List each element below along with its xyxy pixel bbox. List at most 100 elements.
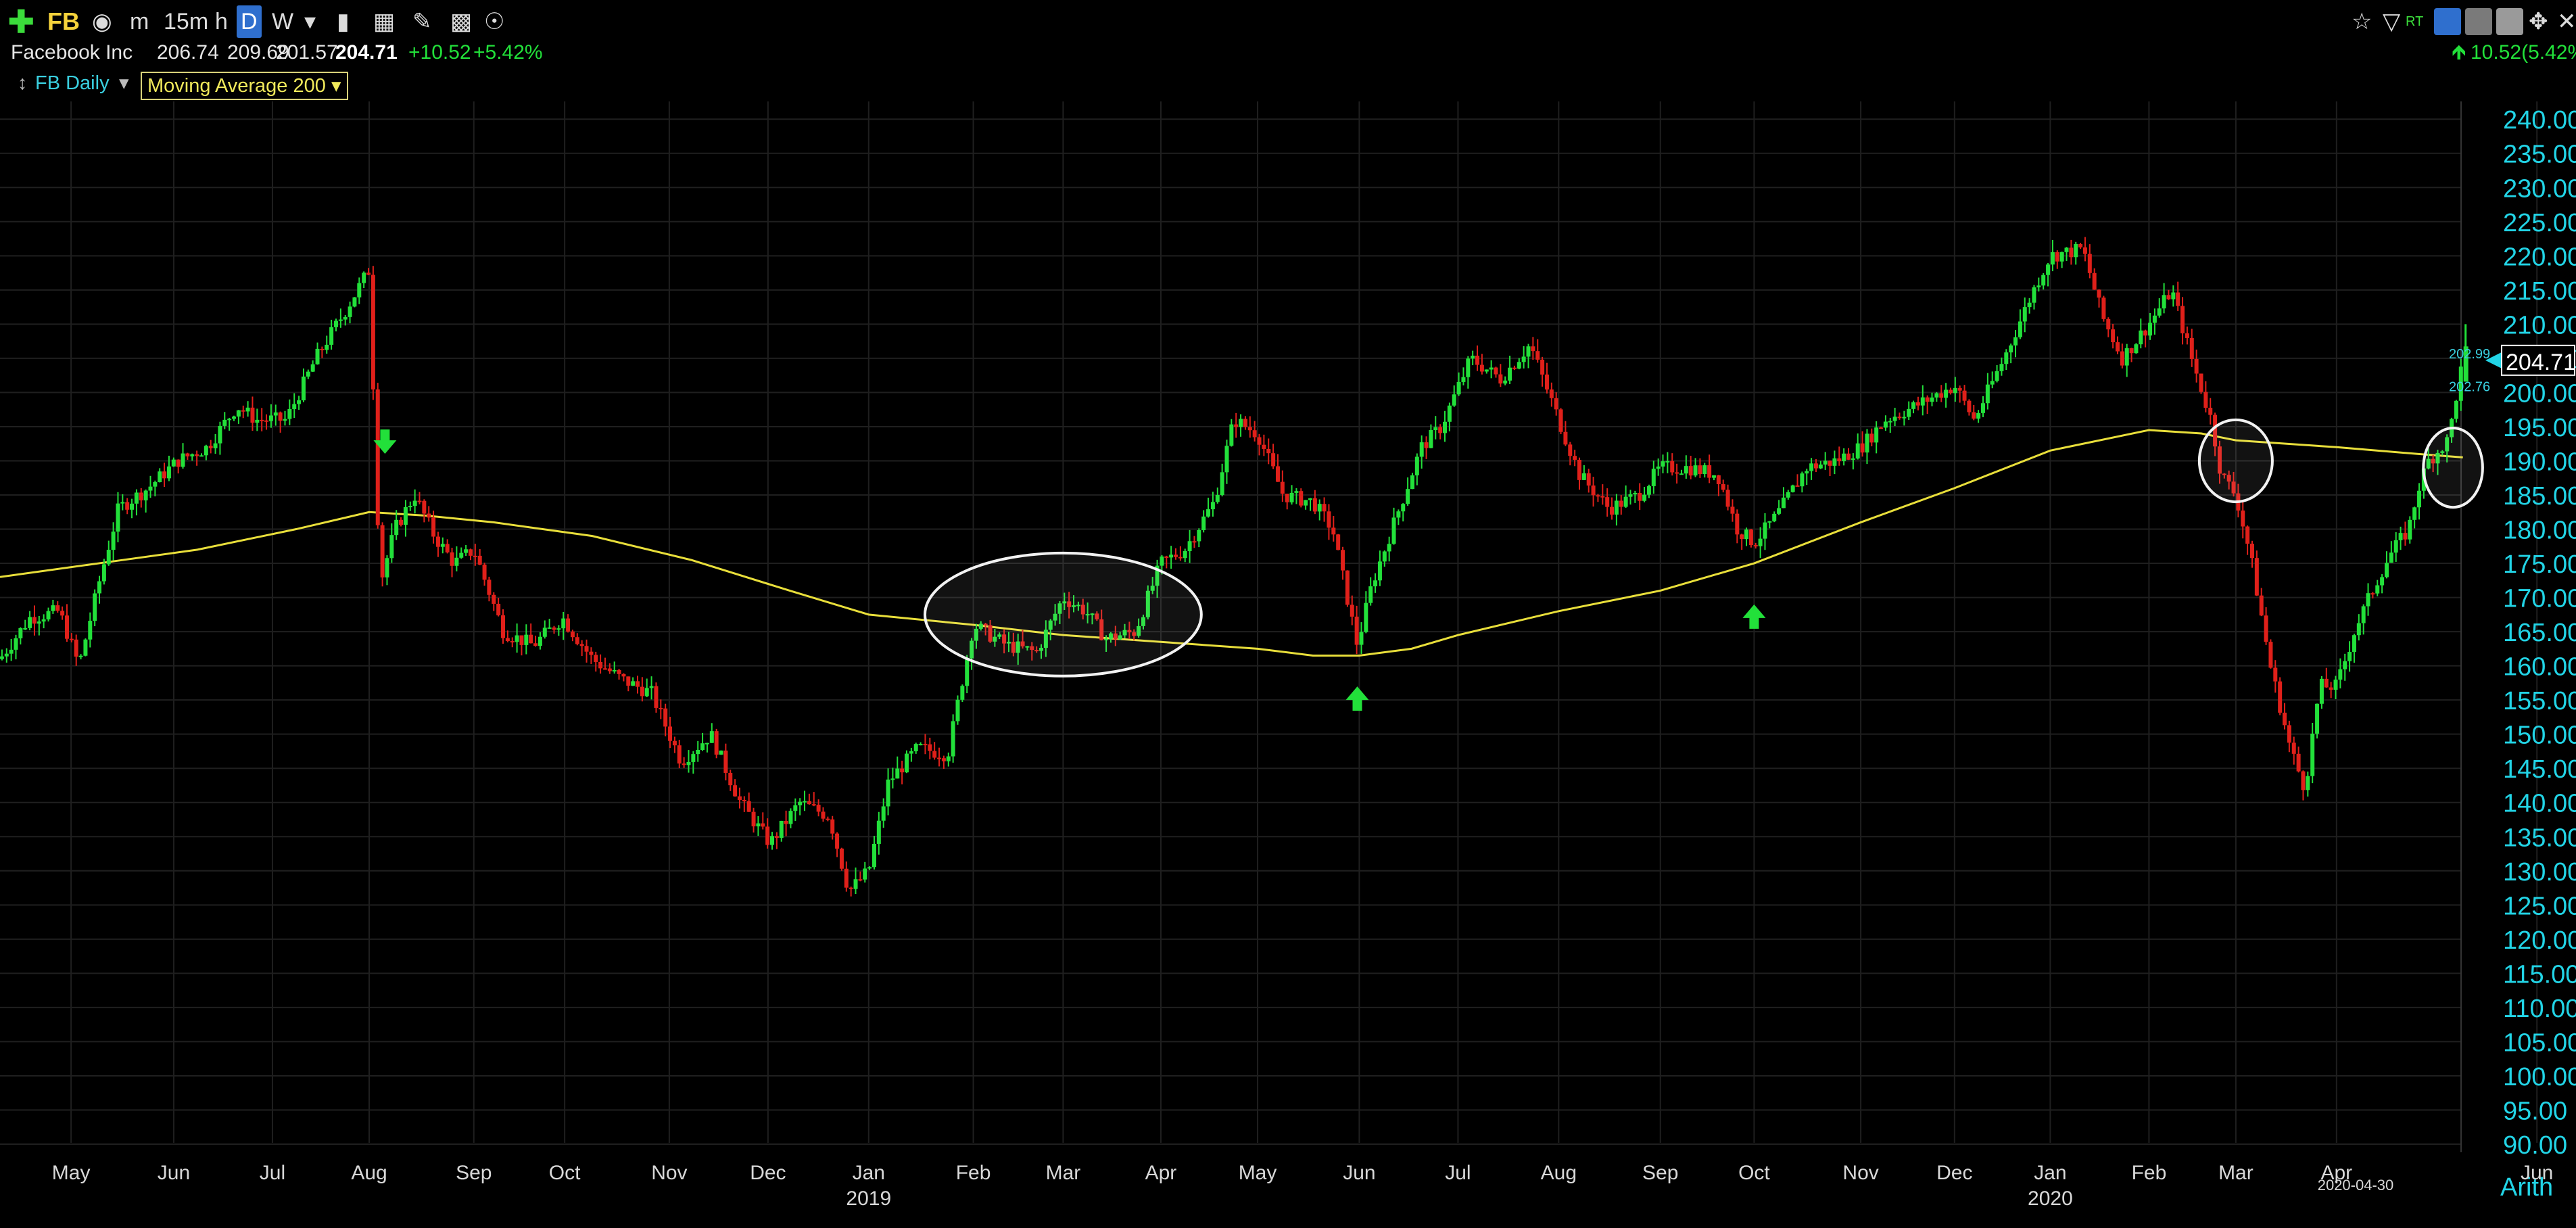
candle-body bbox=[2249, 544, 2254, 559]
series-label[interactable]: FB Daily bbox=[35, 72, 110, 94]
text-button[interactable] bbox=[2465, 8, 2492, 35]
y-tick-label: 225.00 bbox=[2503, 209, 2576, 237]
candle-body bbox=[570, 631, 575, 638]
interval-hour[interactable]: h bbox=[215, 9, 228, 34]
candle-body bbox=[2245, 526, 2250, 544]
candle-body bbox=[260, 419, 264, 421]
candle-body bbox=[1118, 635, 1122, 640]
x-month-label: Feb bbox=[956, 1162, 991, 1184]
candle-body bbox=[1591, 485, 1596, 496]
candle-body bbox=[74, 639, 78, 657]
candle-body bbox=[997, 634, 1002, 637]
x-month-label: Jan bbox=[853, 1162, 885, 1184]
candle-body bbox=[1865, 433, 1869, 453]
indicator-box[interactable]: Moving Average 200 ▾ bbox=[141, 72, 348, 100]
candle-body bbox=[338, 319, 343, 321]
candle-body bbox=[1813, 463, 1818, 469]
candle-body bbox=[454, 557, 459, 566]
candle-body bbox=[946, 756, 951, 761]
candle-body bbox=[561, 618, 566, 629]
candle-body bbox=[245, 407, 250, 412]
candle-body bbox=[333, 321, 338, 327]
candle-body bbox=[2217, 446, 2222, 474]
candle-body bbox=[1461, 377, 1466, 382]
candle-body bbox=[320, 348, 325, 350]
interval-weekly[interactable]: W bbox=[272, 9, 294, 34]
candle-body bbox=[1368, 586, 1373, 603]
series-arrows-icon[interactable]: ↕ bbox=[18, 72, 28, 94]
chart-grid bbox=[0, 101, 2538, 1152]
candle-body bbox=[2203, 392, 2208, 408]
add-icon[interactable]: ✚ bbox=[8, 4, 34, 39]
candle-body bbox=[1879, 427, 1884, 429]
interval-daily[interactable]: D bbox=[237, 5, 262, 38]
toolbar: ✚ FB ◉ m 15m h D W ▾ ▮ ▦ ✎ ▩ ☉ ☆ ▽ RT ✥ … bbox=[0, 0, 2576, 46]
bell-icon[interactable]: ◉ bbox=[92, 9, 112, 34]
candle-body bbox=[125, 502, 130, 510]
candle-body bbox=[1206, 509, 1211, 517]
save-button[interactable] bbox=[2496, 8, 2523, 35]
candle-body bbox=[1832, 458, 1837, 466]
calendar-icon[interactable]: ▦ bbox=[373, 9, 396, 34]
candle-body bbox=[236, 410, 241, 417]
candle-body bbox=[1638, 492, 1642, 501]
candle-body bbox=[301, 376, 306, 401]
bar-chart-icon[interactable]: ▮ bbox=[337, 9, 350, 34]
layers-icon[interactable]: ▩ bbox=[450, 9, 473, 34]
star-icon[interactable]: ☆ bbox=[2352, 9, 2372, 34]
series-dropdown-icon[interactable]: ▾ bbox=[119, 72, 129, 94]
candle-body bbox=[895, 768, 900, 779]
candle-body bbox=[803, 801, 807, 803]
candle-body bbox=[1234, 424, 1239, 427]
candle-body bbox=[2426, 458, 2431, 469]
interval-minute[interactable]: m bbox=[130, 9, 149, 34]
y-tick-label: 95.00 bbox=[2503, 1097, 2567, 1125]
candle-body bbox=[1892, 417, 1897, 421]
candle-body bbox=[705, 742, 709, 745]
candle-body bbox=[1897, 417, 1902, 419]
candle-body bbox=[1521, 356, 1526, 362]
price-axis: 240.00 235.00 230.00 225.00 220.00 215.00 210.… bbox=[2500, 106, 2576, 1202]
pencil-icon[interactable]: ✎ bbox=[412, 9, 432, 34]
chevron-down-icon[interactable]: ▾ bbox=[304, 9, 316, 34]
candle-body bbox=[1646, 486, 1651, 495]
candle-body bbox=[1934, 393, 1939, 398]
candle-body bbox=[2092, 273, 2097, 290]
low-price: 201.57 bbox=[276, 41, 338, 64]
candle-body bbox=[9, 649, 14, 654]
candle-body bbox=[881, 806, 886, 821]
candle-body bbox=[1187, 541, 1192, 551]
candle-body bbox=[450, 552, 454, 566]
candle-body bbox=[1577, 459, 1581, 480]
candle-body bbox=[1651, 469, 1656, 486]
candle-body bbox=[1730, 506, 1735, 514]
move-icon[interactable]: ✥ bbox=[2529, 9, 2548, 34]
share-icon[interactable]: ☉ bbox=[484, 9, 505, 34]
candle-body bbox=[1711, 475, 1716, 478]
candle-body bbox=[1944, 389, 1949, 398]
settings-button[interactable] bbox=[2434, 8, 2461, 35]
candle-body bbox=[965, 658, 970, 686]
filter-icon[interactable]: ▽ bbox=[2383, 9, 2401, 34]
x-month-label: Jul bbox=[260, 1162, 285, 1184]
candle-body bbox=[970, 640, 974, 659]
x-month-label: Apr bbox=[2320, 1162, 2352, 1184]
candle-body bbox=[283, 419, 287, 421]
candle-body bbox=[1137, 625, 1141, 636]
candles-layer bbox=[0, 237, 2468, 897]
candle-body bbox=[1327, 511, 1331, 528]
close-icon[interactable]: ✕ bbox=[2557, 9, 2576, 34]
symbol-input[interactable]: FB bbox=[47, 7, 80, 35]
y-tick-label: 215.00 bbox=[2503, 277, 2576, 306]
candle-body bbox=[1544, 374, 1549, 389]
interval-15m[interactable]: 15m bbox=[164, 9, 209, 34]
candle-body bbox=[2166, 295, 2171, 300]
candle-body bbox=[1414, 456, 1419, 475]
candle-body bbox=[890, 778, 895, 780]
candle-body bbox=[148, 486, 153, 491]
candle-body bbox=[1763, 522, 1767, 539]
price-markers: 204.71 202.99 202.76 bbox=[2449, 344, 2576, 395]
candle-body bbox=[83, 639, 88, 656]
candle-body bbox=[1341, 550, 1345, 571]
